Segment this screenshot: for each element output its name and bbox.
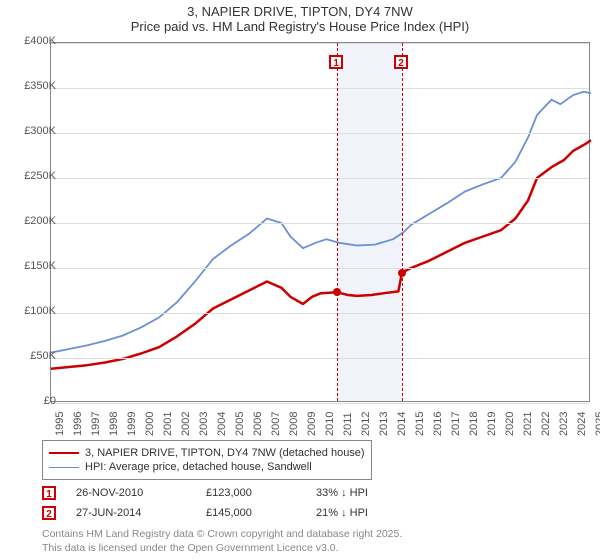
sales-table: 1 26-NOV-2010 £123,000 33% ↓ HPI 2 27-JUN-201… [42, 486, 582, 520]
x-axis-label: 2002 [180, 412, 192, 436]
x-axis-label: 1999 [126, 412, 138, 436]
x-axis-label: 2017 [450, 412, 462, 436]
x-axis-label: 2023 [558, 412, 570, 436]
x-axis-label: 2021 [522, 412, 534, 436]
x-axis-label: 2001 [162, 412, 174, 436]
sale-marker-dot [333, 288, 341, 296]
x-axis-label: 2011 [342, 412, 354, 436]
gridline [51, 223, 589, 224]
x-axis-label: 2020 [504, 412, 516, 436]
x-axis-label: 2013 [378, 412, 390, 436]
footer: Contains HM Land Registry data © Crown c… [42, 528, 582, 555]
y-axis-label: £100K [12, 305, 56, 317]
sale-row-date: 27-JUN-2014 [76, 507, 186, 519]
legend-row: HPI: Average price, detached house, Sand… [49, 461, 365, 473]
sale-row-price: £145,000 [206, 507, 296, 519]
footer-line2: This data is licensed under the Open Gov… [42, 542, 582, 556]
sale-row-price: £123,000 [206, 487, 296, 499]
x-axis-label: 2004 [216, 412, 228, 436]
x-axis-label: 2008 [288, 412, 300, 436]
x-axis-label: 2022 [540, 412, 552, 436]
y-axis-label: £300K [12, 125, 56, 137]
y-axis-label: £250K [12, 170, 56, 182]
y-axis-label: £400K [12, 35, 56, 47]
gridline [51, 313, 589, 314]
x-axis-label: 2007 [270, 412, 282, 436]
y-axis-label: £200K [12, 215, 56, 227]
sale-row-marker: 1 [42, 486, 56, 500]
x-axis-label: 2014 [396, 412, 408, 436]
x-axis-label: 2015 [414, 412, 426, 436]
sale-marker-box: 1 [329, 55, 343, 69]
y-axis-label: £50K [12, 350, 56, 362]
sale-marker-dot [398, 269, 406, 277]
footer-line1: Contains HM Land Registry data © Crown c… [42, 528, 582, 542]
legend-box: 3, NAPIER DRIVE, TIPTON, DY4 7NW (detach… [42, 440, 372, 480]
title-main: 3, NAPIER DRIVE, TIPTON, DY4 7NW [0, 4, 600, 19]
gridline [51, 88, 589, 89]
sale-marker-line [337, 43, 338, 401]
below-chart: 3, NAPIER DRIVE, TIPTON, DY4 7NW (detach… [42, 440, 582, 555]
gridline [51, 358, 589, 359]
x-axis-label: 1997 [90, 412, 102, 436]
x-axis-label: 1995 [54, 412, 66, 436]
x-axis-label: 2005 [234, 412, 246, 436]
x-axis-label: 2009 [306, 412, 318, 436]
sale-row: 2 27-JUN-2014 £145,000 21% ↓ HPI [42, 506, 582, 520]
legend-label: HPI: Average price, detached house, Sand… [85, 461, 312, 473]
x-axis-label: 2010 [324, 412, 336, 436]
chart-container: 3, NAPIER DRIVE, TIPTON, DY4 7NW Price p… [0, 0, 600, 560]
sale-row-pct: 33% ↓ HPI [316, 487, 426, 499]
y-axis-label: £350K [12, 80, 56, 92]
chart-svg [51, 43, 589, 401]
x-axis-label: 2019 [486, 412, 498, 436]
x-axis-label: 2003 [198, 412, 210, 436]
legend-label: 3, NAPIER DRIVE, TIPTON, DY4 7NW (detach… [85, 447, 365, 459]
y-axis-label: £0 [12, 395, 56, 407]
legend-swatch [49, 467, 79, 468]
sale-marker-line [402, 43, 403, 401]
x-axis-label: 1998 [108, 412, 120, 436]
sale-row-marker: 2 [42, 506, 56, 520]
x-axis-label: 2016 [432, 412, 444, 436]
x-axis-label: 2006 [252, 412, 264, 436]
title-block: 3, NAPIER DRIVE, TIPTON, DY4 7NW Price p… [0, 0, 600, 36]
gridline [51, 43, 589, 44]
x-axis-label: 2000 [144, 412, 156, 436]
x-axis-label: 2012 [360, 412, 372, 436]
gridline [51, 133, 589, 134]
gridline [51, 268, 589, 269]
legend-row: 3, NAPIER DRIVE, TIPTON, DY4 7NW (detach… [49, 447, 365, 459]
sale-row: 1 26-NOV-2010 £123,000 33% ↓ HPI [42, 486, 582, 500]
title-sub: Price paid vs. HM Land Registry's House … [0, 19, 600, 34]
x-axis-label: 2025 [594, 412, 600, 436]
gridline [51, 403, 589, 404]
legend-swatch [49, 452, 79, 454]
y-axis-label: £150K [12, 260, 56, 272]
x-axis-label: 1996 [72, 412, 84, 436]
chart-area: 12 [50, 42, 590, 402]
x-axis-label: 2018 [468, 412, 480, 436]
x-axis-label: 2024 [576, 412, 588, 436]
series-price_paid [51, 140, 591, 369]
sale-row-pct: 21% ↓ HPI [316, 507, 426, 519]
gridline [51, 178, 589, 179]
sale-marker-box: 2 [394, 55, 408, 69]
sale-row-date: 26-NOV-2010 [76, 487, 186, 499]
